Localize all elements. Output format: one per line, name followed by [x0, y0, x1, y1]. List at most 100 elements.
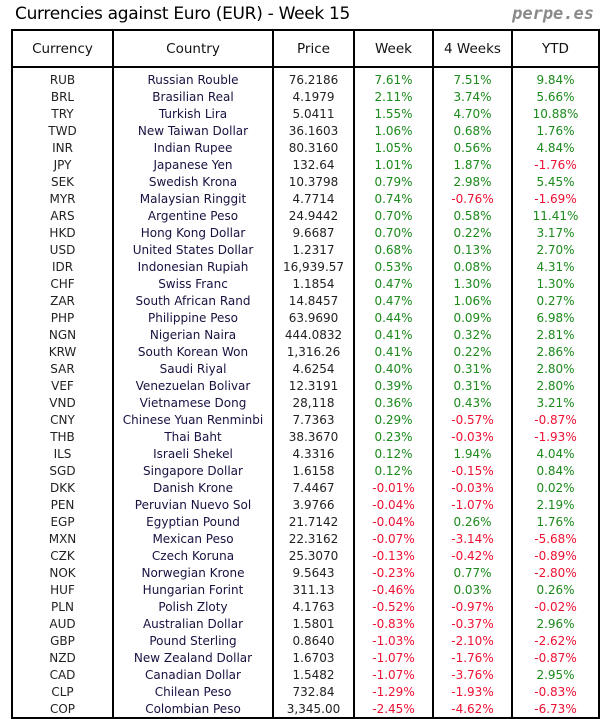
cell-country: United States Dollar — [112, 241, 274, 258]
cell-ytd: -1.69% — [511, 190, 600, 207]
cell-week: -0.13% — [353, 547, 434, 564]
cell-4-weeks: 0.32% — [432, 326, 513, 343]
cell-currency: THB — [11, 428, 114, 445]
cell-4-weeks: 0.03% — [432, 581, 513, 598]
cell-ytd: 4.04% — [511, 445, 600, 462]
table-row: INR Indian Rupee 80.3160 1.05% 0.56% 4.84% — [11, 139, 600, 156]
cell-ytd: 2.86% — [511, 343, 600, 360]
table-row: GBP Pound Sterling 0.8640 -1.03% -2.10% -2.62… — [11, 632, 600, 649]
cell-price: 4.7714 — [272, 190, 355, 207]
cell-week: -0.46% — [353, 581, 434, 598]
cell-week: -0.52% — [353, 598, 434, 615]
cell-week: 0.44% — [353, 309, 434, 326]
cell-week: -1.03% — [353, 632, 434, 649]
cell-ytd: -5.68% — [511, 530, 600, 547]
cell-country: Danish Krone — [112, 479, 274, 496]
table-row: ARS Argentine Peso 24.9442 0.70% 0.58% 11.41% — [11, 207, 600, 224]
cell-price: 4.3316 — [272, 445, 355, 462]
cell-4-weeks: -0.37% — [432, 615, 513, 632]
cell-week: 1.05% — [353, 139, 434, 156]
cell-country: Peruvian Nuevo Sol — [112, 496, 274, 513]
cell-country: Chinese Yuan Renminbi — [112, 411, 274, 428]
cell-week: 0.29% — [353, 411, 434, 428]
cell-country: Pound Sterling — [112, 632, 274, 649]
cell-currency: USD — [11, 241, 114, 258]
cell-country: Russian Rouble — [112, 67, 274, 88]
cell-currency: EGP — [11, 513, 114, 530]
table-row: IDR Indonesian Rupiah 16,939.57 0.53% 0.08% 4… — [11, 258, 600, 275]
table-row: TRY Turkish Lira 5.0411 1.55% 4.70% 10.88% — [11, 105, 600, 122]
cell-4-weeks: -0.42% — [432, 547, 513, 564]
cell-price: 444.0832 — [272, 326, 355, 343]
table-row: NOK Norwegian Krone 9.5643 -0.23% 0.77% -2.80… — [11, 564, 600, 581]
cell-price: 76.2186 — [272, 67, 355, 88]
cell-ytd: -0.89% — [511, 547, 600, 564]
cell-price: 3.9766 — [272, 496, 355, 513]
cell-price: 63.9690 — [272, 309, 355, 326]
cell-ytd: 1.76% — [511, 122, 600, 139]
cell-ytd: 4.84% — [511, 139, 600, 156]
cell-week: -2.45% — [353, 700, 434, 718]
cell-week: 0.68% — [353, 241, 434, 258]
cell-country: Singapore Dollar — [112, 462, 274, 479]
cell-4-weeks: 4.70% — [432, 105, 513, 122]
cell-ytd: 0.84% — [511, 462, 600, 479]
cell-4-weeks: -1.93% — [432, 683, 513, 700]
cell-price: 10.3798 — [272, 173, 355, 190]
cell-price: 22.3162 — [272, 530, 355, 547]
cell-currency: AUD — [11, 615, 114, 632]
cell-4-weeks: 1.30% — [432, 275, 513, 292]
cell-price: 9.6687 — [272, 224, 355, 241]
cell-country: Vietnamese Dong — [112, 394, 274, 411]
cell-week: -0.23% — [353, 564, 434, 581]
cell-price: 1.2317 — [272, 241, 355, 258]
table-row: THB Thai Baht 38.3670 0.23% -0.03% -1.93% — [11, 428, 600, 445]
cell-price: 24.9442 — [272, 207, 355, 224]
cell-ytd: 4.31% — [511, 258, 600, 275]
cell-country: Brasilian Real — [112, 88, 274, 105]
cell-4-weeks: 3.74% — [432, 88, 513, 105]
cell-ytd: 2.96% — [511, 615, 600, 632]
cell-ytd: 0.26% — [511, 581, 600, 598]
cell-ytd: -1.76% — [511, 156, 600, 173]
cell-week: 2.11% — [353, 88, 434, 105]
cell-4-weeks: -1.76% — [432, 649, 513, 666]
table-row: BRL Brasilian Real 4.1979 2.11% 3.74% 5.66% — [11, 88, 600, 105]
cell-ytd: 5.66% — [511, 88, 600, 105]
cell-currency: TRY — [11, 105, 114, 122]
table-row: USD United States Dollar 1.2317 0.68% 0.13% 2… — [11, 241, 600, 258]
table-row: MYR Malaysian Ringgit 4.7714 0.74% -0.76% -1.… — [11, 190, 600, 207]
table-row: VEF Venezuelan Bolivar 12.3191 0.39% 0.31% 2.… — [11, 377, 600, 394]
cell-4-weeks: 0.22% — [432, 343, 513, 360]
cell-week: 0.12% — [353, 462, 434, 479]
cell-4-weeks: -4.62% — [432, 700, 513, 718]
cell-country: Chilean Peso — [112, 683, 274, 700]
cell-4-weeks: -0.03% — [432, 428, 513, 445]
cell-4-weeks: -3.14% — [432, 530, 513, 547]
cell-country: Hungarian Forint — [112, 581, 274, 598]
cell-currency: HUF — [11, 581, 114, 598]
cell-country: Swedish Krona — [112, 173, 274, 190]
cell-4-weeks: 0.09% — [432, 309, 513, 326]
cell-currency: GBP — [11, 632, 114, 649]
cell-country: South Korean Won — [112, 343, 274, 360]
cell-price: 21.7142 — [272, 513, 355, 530]
cell-week: -1.07% — [353, 649, 434, 666]
cell-currency: RUB — [11, 67, 114, 88]
cell-week: 1.01% — [353, 156, 434, 173]
cell-country: Mexican Peso — [112, 530, 274, 547]
cell-currency: MYR — [11, 190, 114, 207]
cell-4-weeks: 0.68% — [432, 122, 513, 139]
cell-week: 1.06% — [353, 122, 434, 139]
cell-price: 28,118 — [272, 394, 355, 411]
cell-currency: INR — [11, 139, 114, 156]
cell-price: 4.6254 — [272, 360, 355, 377]
cell-currency: PHP — [11, 309, 114, 326]
header-currency: Currency — [11, 29, 114, 68]
cell-country: Israeli Shekel — [112, 445, 274, 462]
cell-ytd: 2.81% — [511, 326, 600, 343]
cell-ytd: 3.21% — [511, 394, 600, 411]
cell-currency: NGN — [11, 326, 114, 343]
cell-week: 0.39% — [353, 377, 434, 394]
cell-country: Nigerian Naira — [112, 326, 274, 343]
